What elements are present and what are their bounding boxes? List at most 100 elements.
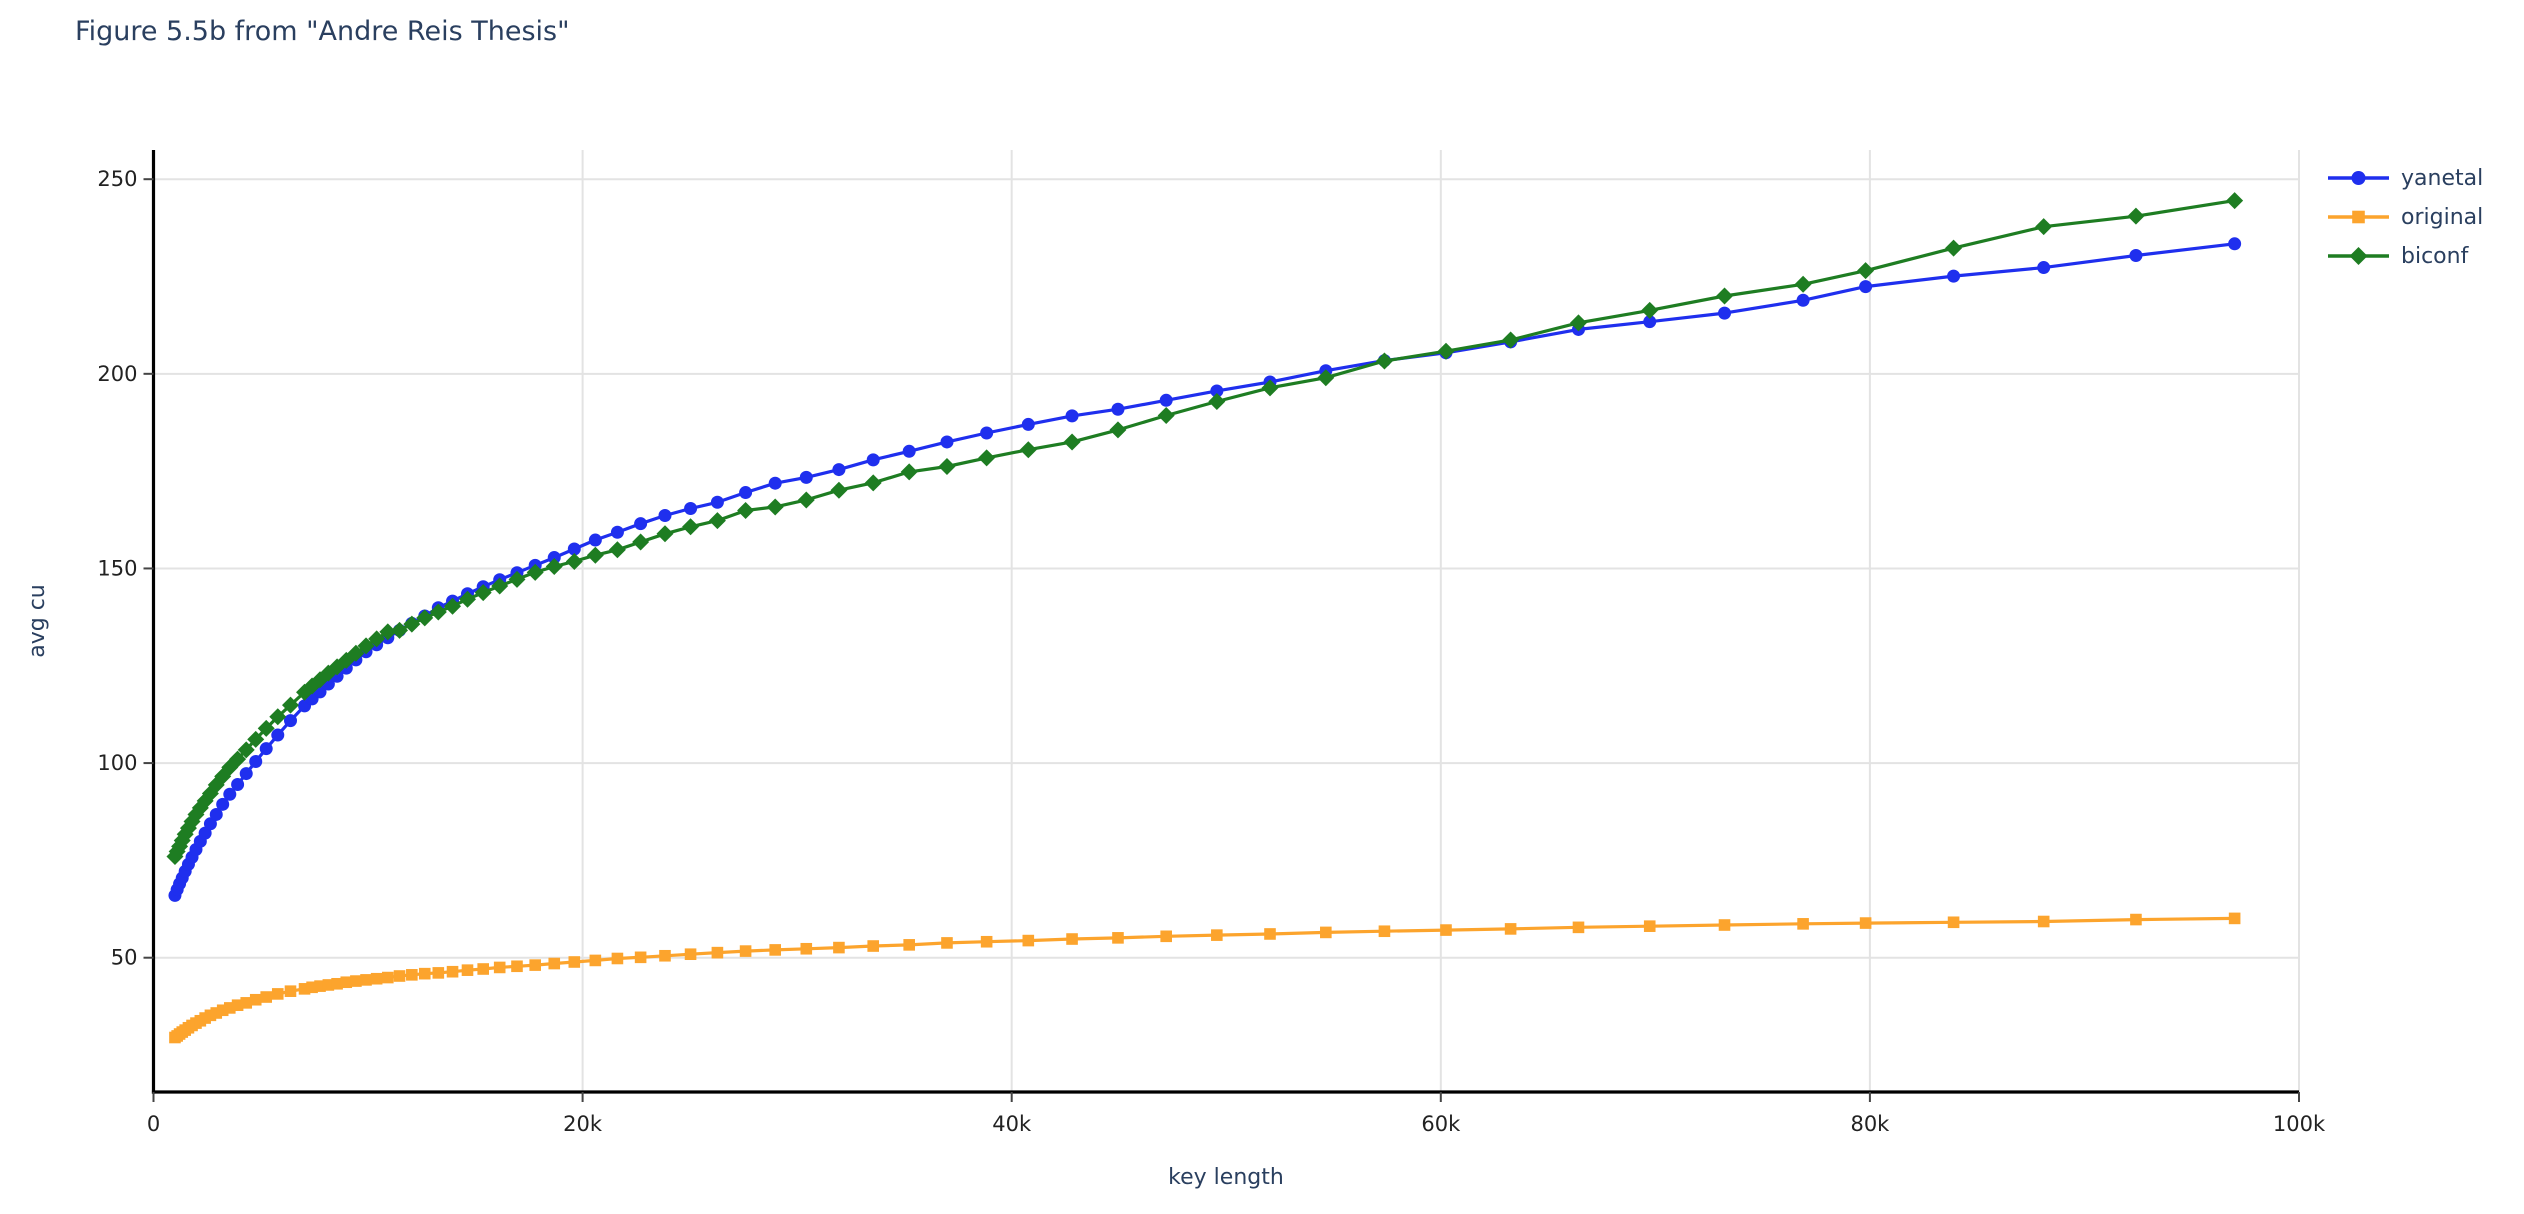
legend-label: yanetal [2401,166,2483,191]
series-marker [1208,392,1226,410]
series-marker [370,972,383,985]
legend-item-yanetal[interactable]: yanetal [2328,166,2483,191]
x-tick-label: 0 [147,1112,160,1136]
series-marker [314,980,326,992]
series-marker [416,609,434,627]
series-marker [833,941,845,954]
series-marker [1210,384,1224,398]
series-marker [474,584,492,602]
series-marker [1022,934,1035,947]
series-marker [379,623,397,641]
series-marker [864,474,882,492]
series-marker [684,948,697,961]
series-marker [477,963,489,975]
series-marker [737,501,755,519]
series-marker [526,563,544,581]
y-axis-title: avg cu [25,584,50,658]
series-marker [830,481,848,499]
series-marker [391,621,409,639]
series-marker [797,491,815,509]
legend-label: biconf [2401,244,2470,269]
series-marker [547,551,561,565]
plot-area[interactable] [154,150,2300,1092]
x-axis-title: key length [1168,1165,1284,1190]
series-marker [382,971,394,984]
series-marker [588,533,602,547]
series-marker [271,728,285,742]
series-marker [1019,441,1037,459]
x-tick-label: 80k [1850,1112,1890,1136]
series-marker [1066,933,1078,945]
series-marker [432,967,445,979]
series-marker [634,951,647,964]
x-tick-label: 60k [1421,1112,1461,1136]
series-marker [658,509,672,523]
series-marker [1375,352,1393,370]
series-marker [216,797,230,811]
series-marker [1063,433,1081,451]
series-marker [980,935,993,948]
series-marker [393,970,406,982]
series-marker [608,541,626,559]
series-marker [204,1009,217,1022]
series-marker [1569,314,1587,332]
legend-item-biconf[interactable]: biconf [2328,244,2470,269]
series-marker [548,957,561,970]
series-marker [360,974,372,986]
series-marker [1111,402,1125,416]
series-marker [203,817,217,831]
series-marker [444,597,462,615]
series-marker [209,807,223,821]
grid-layer [153,150,2300,1092]
series-marker [247,730,265,748]
series-marker [491,577,509,595]
series-marker [529,959,541,971]
series-marker [347,644,365,662]
series-marker [1796,293,1810,307]
series-marker [357,637,375,655]
series-marker [1021,417,1035,431]
series-marker [2226,192,2244,210]
series-marker [461,964,474,976]
series-marker [739,945,752,957]
series-marker [210,1007,223,1019]
legend-marker-circle [2351,171,2366,185]
series-marker [832,463,846,477]
series-marker [866,453,880,467]
series-marker [1437,342,1455,360]
series-marker [281,696,299,714]
series-marker [1159,393,1173,407]
series-marker [223,787,237,801]
series-marker [418,967,431,980]
series-marker [493,961,506,974]
series-marker [611,952,624,965]
series-marker [1157,406,1175,424]
series-marker [271,988,284,1000]
series-marker [2129,248,2143,262]
x-tick-label: 40k [992,1112,1032,1136]
series-marker [1947,916,1960,929]
series-marker [739,486,753,500]
series-marker [711,946,724,959]
series-marker [1643,920,1656,932]
legend-marker-square [2352,210,2365,224]
legend-marker-diamond [2349,247,2368,265]
series-marker [1211,929,1223,941]
series-marker [659,949,671,962]
series-marker [283,714,297,728]
series-marker [429,603,447,621]
axis-layer: 50 100 150 200 250 0 20k 40k 60k 80k 100k [97,150,2326,1136]
series-marker [239,767,253,781]
series-layer [166,192,2244,1044]
series-biconf [166,192,2244,865]
series-marker [800,942,813,955]
series-marker [632,533,650,551]
series-marker [1160,930,1172,943]
legend-label: original [2401,205,2483,230]
series-marker [403,615,421,633]
series-original [169,912,2241,1044]
series-marker [1797,918,1809,930]
series-marker [941,937,953,949]
legend-item-original[interactable]: original [2328,205,2483,230]
